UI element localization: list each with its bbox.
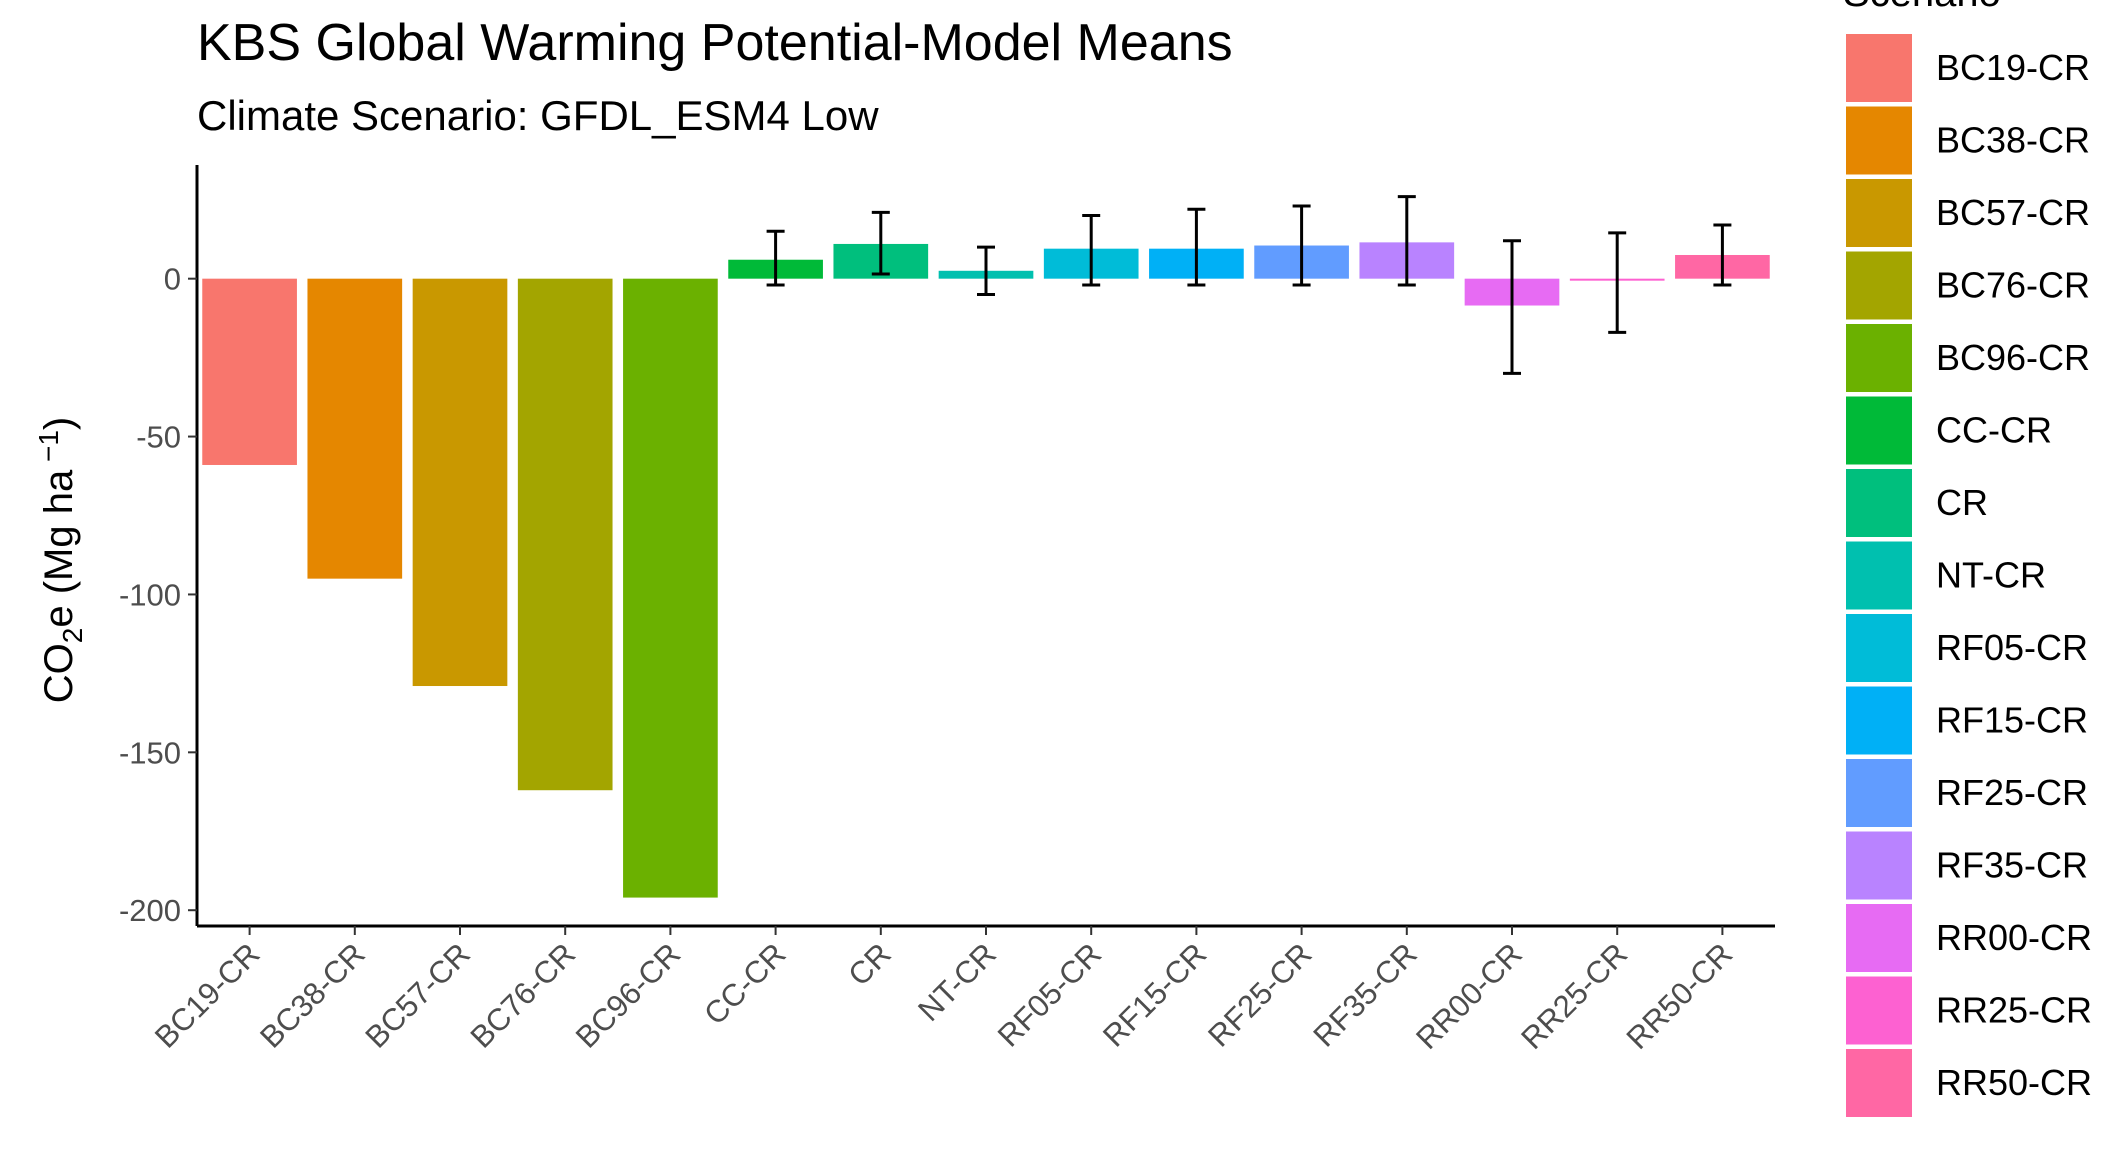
x-tick-label: RR25-CR [1514, 936, 1634, 1056]
legend-label: CC-CR [1936, 410, 2052, 451]
x-tick-label: CR [841, 936, 897, 992]
x-tick-label: RR00-CR [1409, 936, 1529, 1056]
y-tick-label: -150 [119, 735, 181, 770]
legend-label: RF05-CR [1936, 627, 2088, 668]
plot-area: 0 -50 -100 -150 -200 BC19-CRBC38-CRBC57-CRBC7… [119, 165, 1775, 1056]
x-tick-label: RF25-CR [1201, 936, 1318, 1053]
error-bar [1082, 214, 1101, 287]
legend-key [1846, 759, 1912, 827]
error-bar [977, 245, 995, 296]
legend-label: CR [1936, 482, 1988, 523]
legend-key [1846, 1049, 1912, 1117]
legend-label: BC38-CR [1936, 120, 2090, 161]
legend-label: BC19-CR [1936, 47, 2090, 88]
error-bar [1292, 204, 1311, 287]
error-bar [1608, 231, 1627, 334]
legend-key [1846, 324, 1912, 392]
y-axis-label: CO2e (Mg ha −1) [33, 417, 88, 703]
legend-label: RR50-CR [1936, 1062, 2092, 1103]
legend-label: BC57-CR [1936, 192, 2090, 233]
legend-key [1846, 396, 1912, 465]
chart-subtitle: Climate Scenario: GFDL_ESM4 Low [197, 92, 879, 139]
legend-key [1846, 904, 1912, 972]
error-bar [871, 210, 890, 276]
legend-key [1846, 831, 1912, 900]
x-tick-label: NT-CR [911, 936, 1003, 1028]
x-tick-label: RF35-CR [1306, 936, 1423, 1053]
legend-key [1846, 106, 1912, 175]
y-tick-label: -50 [136, 420, 181, 455]
x-tick-label: BC19-CR [148, 936, 267, 1055]
y-tick-label: -100 [119, 577, 181, 612]
legend-key [1846, 469, 1912, 537]
x-tick-label: BC76-CR [464, 936, 583, 1055]
error-bar [766, 229, 785, 287]
bar [517, 278, 613, 791]
legend-key [1846, 34, 1912, 102]
legend: Scenario BC19-CR BC38-CR BC57-CR BC76-CR BC9… [1843, 0, 2092, 1117]
legend-label: RF25-CR [1936, 772, 2088, 813]
legend-label: RR00-CR [1936, 917, 2092, 958]
legend-title: Scenario [1843, 0, 2001, 15]
legend-label: NT-CR [1936, 555, 2046, 596]
legend-label: RF35-CR [1936, 845, 2088, 886]
x-tick-label: RF05-CR [991, 936, 1108, 1053]
chart-title: KBS Global Warming Potential-Model Means [197, 14, 1233, 72]
legend-key [1846, 179, 1912, 247]
legend-label: BC76-CR [1936, 265, 2090, 306]
y-tick-label: 0 [164, 262, 181, 297]
legend-label: RF15-CR [1936, 700, 2088, 741]
legend-key [1846, 686, 1912, 755]
x-tick-label: BC57-CR [358, 936, 477, 1055]
error-bar [1503, 239, 1521, 375]
bar [307, 278, 403, 579]
error-bar [1187, 207, 1206, 287]
error-bar [1397, 195, 1416, 287]
bar [202, 278, 297, 465]
x-tick-label: BC96-CR [569, 936, 688, 1055]
x-tick-label: BC38-CR [253, 936, 372, 1055]
x-tick-label: RF15-CR [1096, 936, 1213, 1053]
legend-key [1846, 251, 1912, 320]
y-tick-label: -200 [119, 893, 181, 928]
legend-key [1846, 614, 1912, 682]
bar [623, 278, 718, 898]
error-bar [1713, 223, 1732, 287]
legend-label: BC96-CR [1936, 337, 2090, 378]
x-tick-label: RR50-CR [1620, 936, 1740, 1056]
legend-key [1846, 541, 1912, 610]
legend-key [1846, 976, 1912, 1045]
x-tick-label: CC-CR [697, 936, 792, 1031]
legend-label: RR25-CR [1936, 990, 2092, 1031]
bar [412, 278, 508, 687]
